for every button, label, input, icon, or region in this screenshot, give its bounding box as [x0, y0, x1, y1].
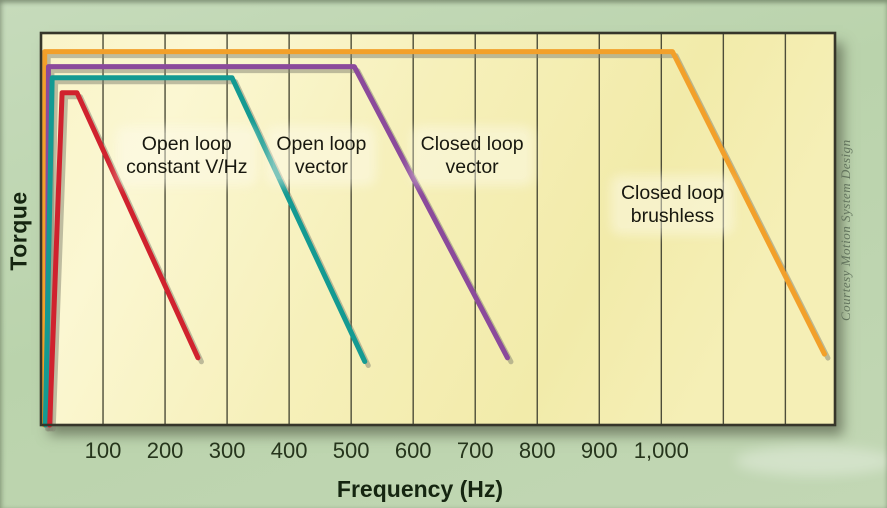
faded-watermark-smudge — [735, 446, 887, 476]
x-tick-label: 700 — [457, 438, 494, 463]
x-tick-labels: 100 200 300 400 500 600 700 800 900 1,000 — [85, 438, 689, 463]
x-tick-label: 600 — [395, 438, 432, 463]
y-axis-title: Torque — [5, 191, 32, 271]
gridlines — [102, 33, 787, 425]
series-label: Open loop constant V/Hz — [123, 133, 251, 180]
x-tick-label: 400 — [271, 438, 308, 463]
x-tick-label: 1,000 — [634, 438, 689, 463]
x-tick-label: 300 — [209, 438, 246, 463]
series-line-closed-loop-brushless — [41, 49, 827, 428]
series-line-open-loop-vector — [42, 75, 368, 428]
x-axis-title: Frequency (Hz) — [336, 476, 504, 502]
plot-border-rect — [39, 31, 837, 427]
x-tick-label: 900 — [581, 438, 618, 463]
series-label: Closed loop vector — [417, 133, 527, 180]
plot-border — [39, 31, 837, 427]
x-tick-label: 800 — [519, 438, 556, 463]
x-tick-label: 500 — [333, 438, 370, 463]
series-lines — [41, 49, 831, 432]
watermark-credit: Courtesy Motion System Design — [838, 139, 853, 321]
series-label: Open loop vector — [273, 133, 370, 180]
series-label: Closed loop brushless — [617, 181, 727, 228]
series-line-open-loop-constant-v-hz — [47, 90, 201, 428]
x-tick-label: 200 — [147, 438, 184, 463]
x-tick-label: 100 — [85, 438, 122, 463]
